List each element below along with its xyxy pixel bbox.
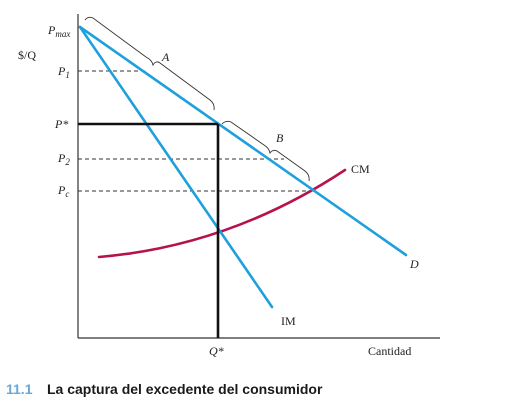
p2-label: P2 bbox=[57, 151, 70, 167]
x-axis-label: Cantidad bbox=[368, 344, 411, 358]
marginal-cost-curve bbox=[97, 168, 347, 259]
caption-title: La captura del excedente del consumidor bbox=[47, 381, 323, 397]
area-b-brace bbox=[221, 120, 310, 182]
marginal-revenue-curve bbox=[78, 25, 274, 309]
pmax-label-main: P bbox=[47, 23, 56, 37]
y-axis-label: $/Q bbox=[18, 48, 36, 62]
p1-label-main: P bbox=[57, 64, 66, 78]
pc-label-main: P bbox=[57, 183, 66, 197]
demand-curve bbox=[78, 25, 408, 257]
p-star-label: P* bbox=[54, 117, 68, 131]
marginal-cost-label: CM bbox=[351, 162, 370, 176]
marginal-revenue-label: IM bbox=[281, 314, 296, 328]
pc-label-sub: c bbox=[65, 189, 69, 199]
pmax-label: Pmax bbox=[47, 23, 70, 39]
p2-label-main: P bbox=[57, 151, 66, 165]
p1-label: P1 bbox=[57, 64, 70, 80]
demand-label: D bbox=[409, 257, 419, 271]
q-star-label: Q* bbox=[209, 344, 224, 358]
area-b-label: B bbox=[276, 131, 284, 145]
area-a-brace bbox=[84, 16, 215, 111]
p2-label-sub: 2 bbox=[65, 157, 70, 167]
pc-label: Pc bbox=[57, 183, 69, 199]
area-a-label: A bbox=[161, 50, 170, 64]
pmax-label-sub: max bbox=[55, 29, 70, 39]
p1-label-sub: 1 bbox=[65, 70, 70, 80]
caption-number: 11.1 bbox=[6, 381, 33, 397]
